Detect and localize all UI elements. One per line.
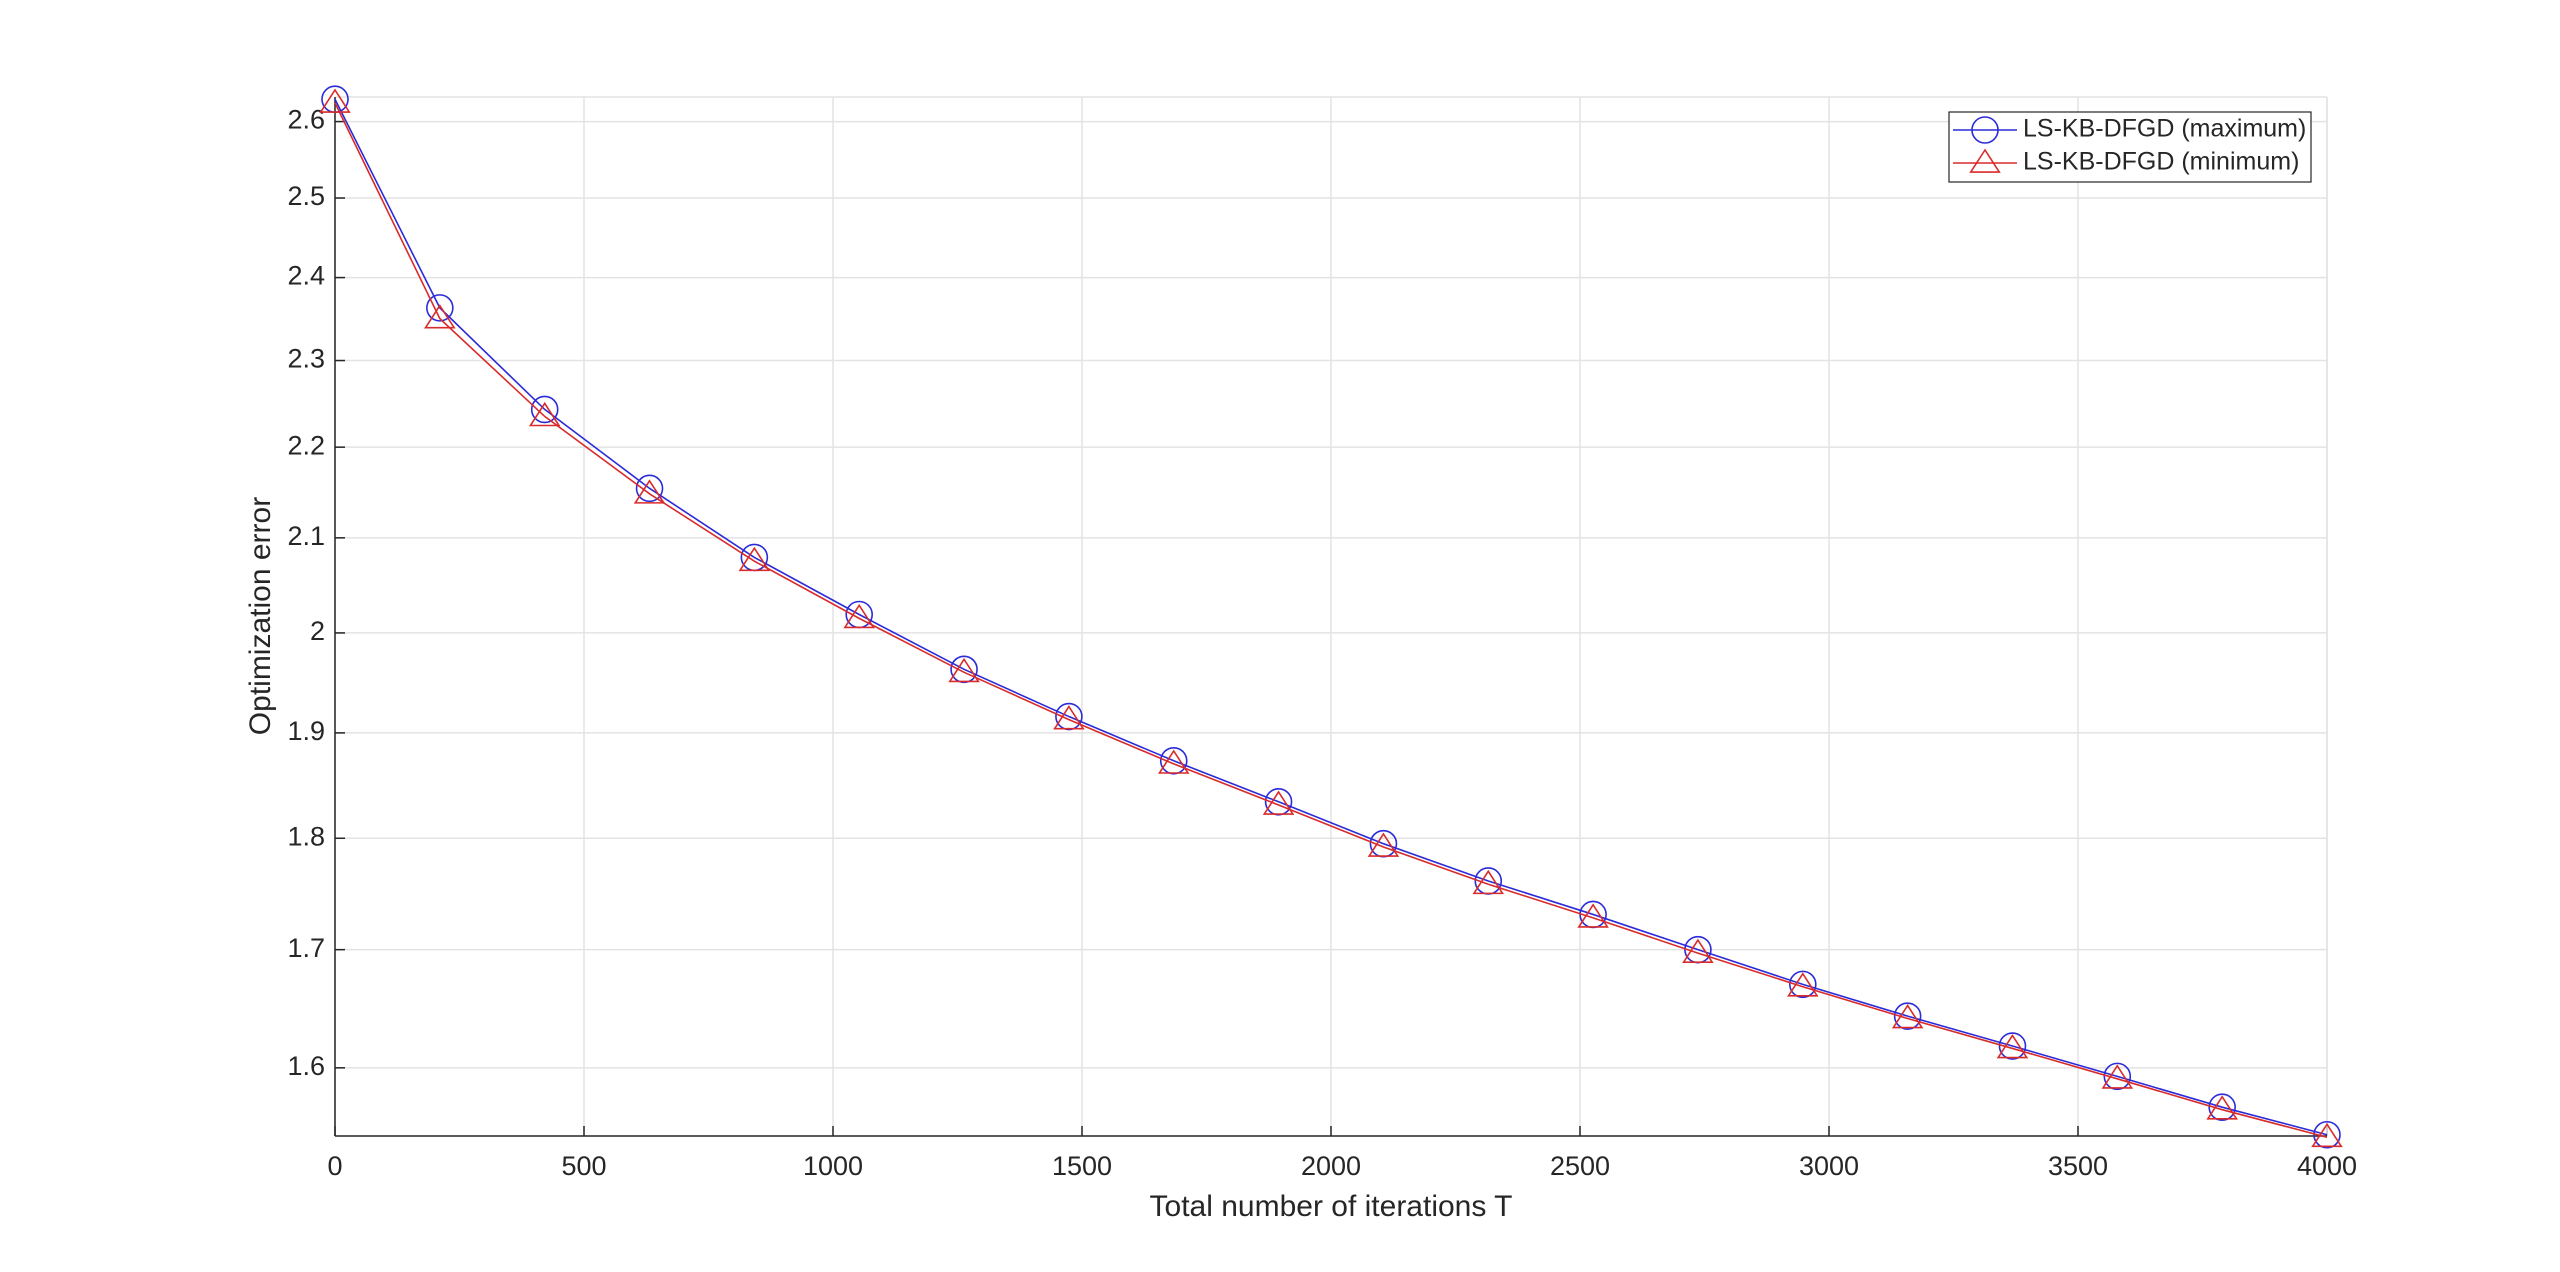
legend-label: LS-KB-DFGD (maximum) <box>2023 115 2306 143</box>
marker <box>2208 1093 2236 1121</box>
marker <box>843 603 875 629</box>
marker <box>950 655 978 684</box>
y-tick-label: 2.3 <box>287 344 325 374</box>
marker <box>1998 1032 2027 1060</box>
marker <box>2103 1062 2132 1091</box>
marker <box>2313 1120 2341 1149</box>
marker <box>948 657 980 683</box>
marker <box>1055 702 1083 731</box>
marker <box>1682 938 1714 964</box>
x-tick-label: 1000 <box>803 1151 863 1181</box>
marker <box>1053 705 1085 730</box>
y-tick-label: 1.8 <box>287 821 325 851</box>
x-tick-label: 3500 <box>2048 1151 2108 1181</box>
marker <box>528 401 561 427</box>
x-axis-label: Total number of iterations T <box>1150 1190 1513 1223</box>
marker <box>1787 972 1819 997</box>
y-tick-label: 2.1 <box>287 521 325 551</box>
marker <box>2101 1064 2134 1089</box>
marker <box>1472 869 1505 895</box>
x-tick-label: 1500 <box>1052 1151 1112 1181</box>
y-tick-label: 2.6 <box>287 105 325 135</box>
marker <box>1262 790 1295 815</box>
series-line <box>334 102 2328 1139</box>
marker <box>738 546 771 572</box>
x-tick-label: 2000 <box>1301 1151 1361 1181</box>
x-tick-label: 2500 <box>1550 1151 1610 1181</box>
y-tick-label: 2.4 <box>287 261 325 291</box>
y-tick-label: 1.9 <box>287 716 325 746</box>
marker <box>1996 1033 2029 1059</box>
marker <box>424 304 456 329</box>
y-tick-label: 2.5 <box>287 181 325 211</box>
marker <box>2206 1095 2238 1120</box>
x-tick-label: 3000 <box>1799 1151 1859 1181</box>
y-tick-label: 2.2 <box>287 430 325 460</box>
marker <box>426 294 454 322</box>
marker <box>1577 903 1609 928</box>
marker <box>633 479 666 504</box>
legend-marker <box>1969 148 2001 173</box>
marker <box>2311 1122 2343 1148</box>
y-tick-label: 2 <box>310 616 325 646</box>
x-tick-label: 0 <box>327 1151 342 1181</box>
marker <box>319 88 351 113</box>
marker <box>1367 832 1400 857</box>
marker <box>1891 1004 1924 1029</box>
y-axis-label: Optimization error <box>244 497 277 735</box>
legend-marker <box>1971 116 1999 144</box>
marker <box>530 395 559 424</box>
legend-label: LS-KB-DFGD (minimum) <box>2023 148 2299 176</box>
y-tick-label: 1.6 <box>287 1051 325 1081</box>
marker <box>1157 749 1190 774</box>
marker <box>635 474 664 503</box>
series-line <box>334 98 2328 1136</box>
x-tick-label: 4000 <box>2297 1151 2357 1181</box>
y-tick-label: 1.7 <box>287 933 325 963</box>
x-tick-label: 500 <box>561 1151 606 1181</box>
marker <box>1893 1002 1922 1030</box>
marker <box>1789 970 1817 999</box>
legend-box <box>1948 111 2312 183</box>
